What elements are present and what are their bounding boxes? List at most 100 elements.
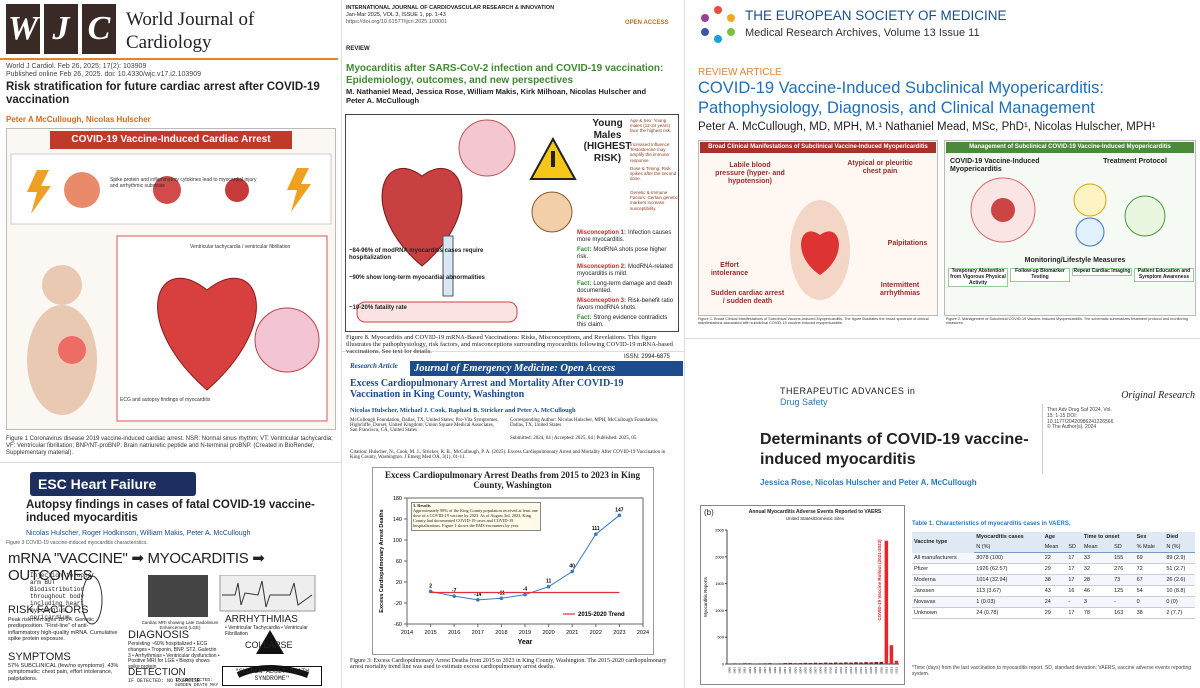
label: Fact: bbox=[577, 247, 592, 253]
data-point bbox=[499, 596, 504, 601]
risk-note: Age & Sex: Young males (12-24 years) fac… bbox=[630, 118, 672, 134]
x-tick-label: 2000 bbox=[778, 667, 782, 674]
bar bbox=[798, 663, 803, 664]
x-tick-label: 1999 bbox=[773, 667, 777, 674]
note: 57% SUBCLINICAL (few/no symptoms). 43% s… bbox=[8, 663, 119, 682]
figure-title: COVID-19 Vaccine-Induced Cardiac Arrest bbox=[50, 131, 292, 149]
dot bbox=[727, 14, 735, 22]
y-tick-label: 20 bbox=[396, 580, 402, 586]
bar bbox=[864, 662, 868, 664]
cell: 276 bbox=[1112, 563, 1135, 575]
table-caption: Table 1. Characteristics of myocarditis … bbox=[912, 521, 1071, 527]
warning-icon bbox=[529, 136, 577, 180]
x-tick-label: 2011 bbox=[834, 667, 838, 674]
statement: Long-term damage and death documented. bbox=[577, 281, 673, 294]
note: Peak risk men ages 18-24. Genetic predis… bbox=[8, 617, 118, 642]
chart-subtitle: United States/Domestic Sites bbox=[785, 516, 845, 521]
manifestation-label: Intermittent arrhythmias bbox=[879, 282, 921, 298]
bar bbox=[894, 660, 899, 664]
statistic: ~10-20% fatality rate bbox=[349, 305, 407, 311]
label: Misconception 3: bbox=[577, 298, 627, 304]
figure-caption: Figure 8. Myocarditis and COVID-19 mRNA-… bbox=[346, 334, 673, 355]
bar bbox=[808, 662, 813, 664]
x-tick-label: 2012 bbox=[839, 667, 843, 674]
header-cell: SD bbox=[1066, 542, 1082, 553]
bar bbox=[768, 663, 772, 664]
misconception-row: Misconception 3: Risk-benefit ratio favor… bbox=[577, 298, 677, 312]
bar bbox=[823, 662, 828, 664]
cell: 17 bbox=[1066, 574, 1082, 586]
cell: - bbox=[1112, 596, 1135, 608]
chart-frame bbox=[700, 505, 905, 685]
cell: 1926 (62.57) bbox=[974, 563, 1043, 575]
cell: Unknown bbox=[912, 607, 975, 619]
x-tick-label: 2008 bbox=[819, 667, 823, 674]
journal-name: Drug Safety bbox=[780, 397, 828, 407]
statistic: ~90% show long-term myocardial abnormali… bbox=[349, 275, 485, 281]
x-tick-label: 2020 bbox=[879, 667, 883, 674]
cell: Pfizer bbox=[912, 563, 975, 575]
cell: 16 bbox=[1066, 585, 1082, 597]
bar bbox=[839, 662, 843, 664]
risk-note: Genetic & Immune Factors: Certain geneti… bbox=[630, 190, 678, 211]
dot bbox=[714, 35, 722, 43]
cell: 38 bbox=[1042, 574, 1067, 586]
annotation: 3. Results Approximately 98% of the King … bbox=[411, 502, 541, 531]
panel-note: ECG and autopsy findings of myocarditis bbox=[120, 397, 211, 403]
series-name: THERAPEUTIC ADVANCES in bbox=[780, 386, 916, 396]
bar bbox=[874, 661, 879, 664]
header-cell: Mean bbox=[1042, 542, 1067, 553]
dot bbox=[727, 28, 735, 36]
bar bbox=[879, 661, 884, 664]
x-tick-label: 2023 bbox=[894, 667, 898, 674]
heart bbox=[381, 168, 463, 267]
section-heading: SYMPTOMS bbox=[8, 651, 71, 663]
panel-label: (b) bbox=[704, 508, 714, 517]
annotation-text: Approximately 98% of the King County pop… bbox=[413, 507, 538, 528]
label: Misconception 1: bbox=[577, 230, 627, 236]
cell: 2 (7.7) bbox=[1164, 607, 1195, 619]
society-name: THE EUROPEAN SOCIETY OF MEDICINE bbox=[745, 8, 1007, 23]
cell: 69 bbox=[1134, 552, 1165, 564]
measure: Patient Education and Symptom Awareness bbox=[1134, 268, 1194, 282]
header-row: Vaccine type Myocarditis cases Age Time to … bbox=[912, 532, 1195, 553]
cell: 17 bbox=[1066, 552, 1082, 564]
cell: 29 bbox=[1042, 607, 1067, 619]
header-cell: N (%) bbox=[974, 542, 1043, 553]
y-tick-label: -60 bbox=[394, 622, 402, 628]
doi: https://doi.org/10.61577/ijcri.2025.1000… bbox=[346, 19, 448, 25]
bar bbox=[747, 663, 752, 664]
x-tick-label: 1992 bbox=[738, 667, 742, 674]
section-heading: DETECTION bbox=[128, 667, 186, 678]
callout: Young Males (HIGHEST RISK) bbox=[583, 118, 632, 164]
data-label: -4 bbox=[523, 587, 528, 593]
bar bbox=[742, 663, 747, 664]
x-tick-label: 2021 bbox=[566, 630, 578, 636]
header-cell: Sex bbox=[1134, 532, 1165, 542]
cell: 17 bbox=[1066, 607, 1082, 619]
bar bbox=[818, 662, 823, 664]
citation: World J Cardiol. Feb 26, 2025; 17(2): 10… bbox=[6, 63, 147, 70]
x-tick-label: 2010 bbox=[829, 667, 833, 674]
data-label: 2 bbox=[429, 583, 432, 589]
rule bbox=[0, 58, 338, 60]
section: REVIEW bbox=[346, 46, 370, 52]
manifestation-label: Sudden cardiac arrest / sudden death bbox=[710, 290, 785, 306]
row: Novavax 1 (0.03) 24-3-0 0 (0) bbox=[912, 596, 1195, 608]
misconception-row: Fact: Strong evidence contradicts this cl… bbox=[577, 315, 677, 329]
divider bbox=[684, 0, 685, 688]
manifestation-label: Atypical or pleuritic chest pain bbox=[847, 160, 913, 176]
x-tick-label: 2002 bbox=[788, 667, 792, 674]
statement: Risk-benefit ratio favors modRNA shots. bbox=[577, 298, 674, 311]
heart bbox=[801, 231, 839, 275]
x-tick-label: 2007 bbox=[814, 667, 818, 674]
bar bbox=[813, 662, 818, 664]
dot bbox=[701, 28, 709, 36]
bar bbox=[758, 663, 762, 664]
row: Moderna 1014 (32.94) 38 17 28 73 67 26 (2.6) bbox=[912, 574, 1195, 586]
x-tick-label: 2018 bbox=[869, 667, 873, 674]
header-cell: Time to onset bbox=[1081, 532, 1135, 542]
authors: Jessica Rose, Nicolas Hulscher and Peter… bbox=[760, 478, 977, 487]
